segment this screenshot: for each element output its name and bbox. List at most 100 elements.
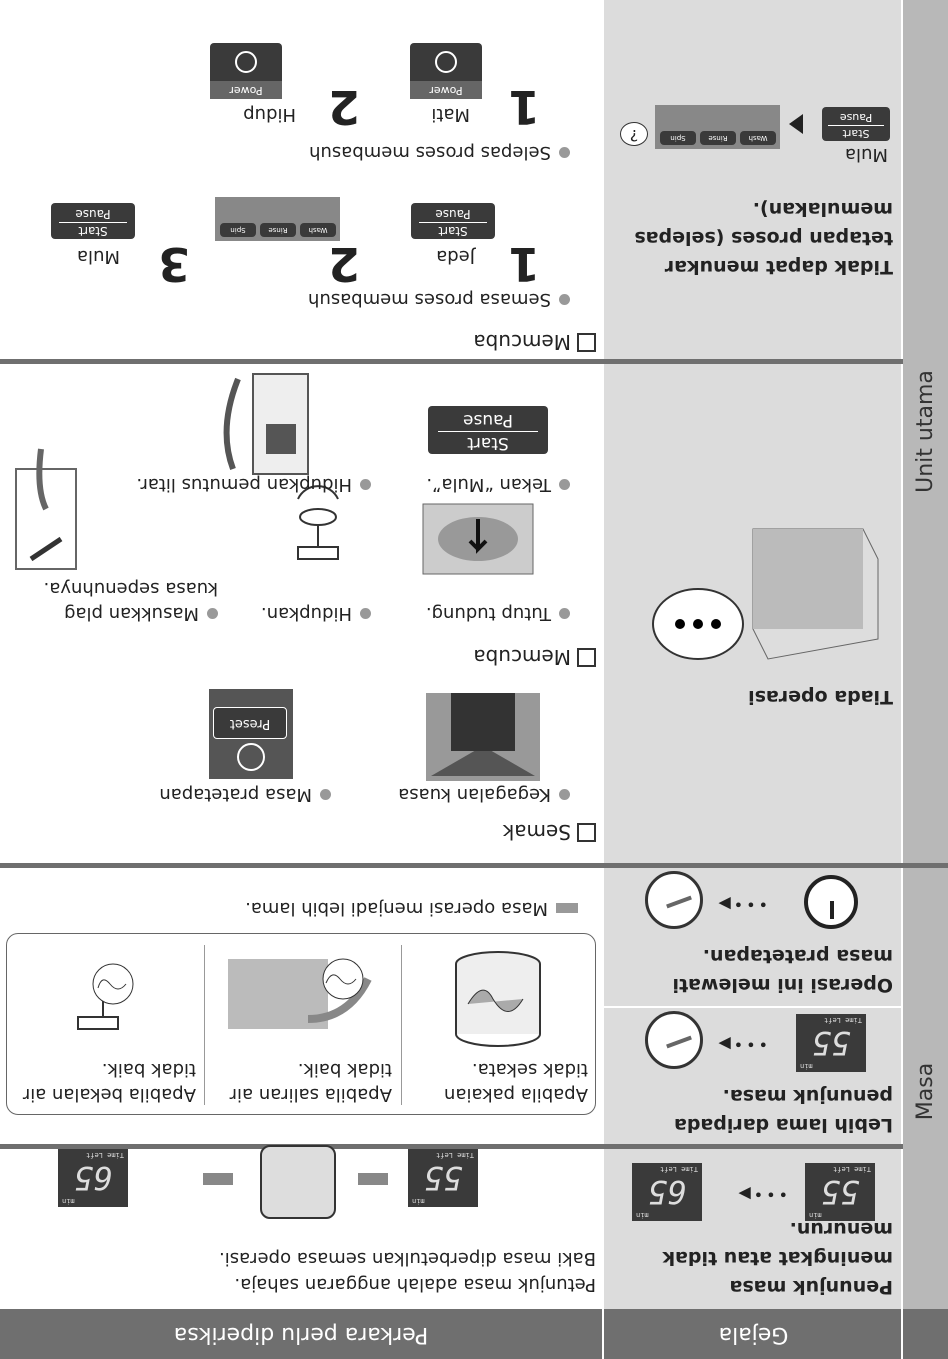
power-icon (435, 51, 457, 73)
title: Memcuba (473, 645, 571, 669)
bullet (207, 608, 218, 619)
step-number: 2 (327, 237, 360, 291)
unit-label: min (809, 1211, 822, 1219)
time-left-label: Time Left (833, 1165, 871, 1173)
preset-button: Preset (213, 707, 287, 739)
bullet (559, 294, 570, 305)
result-text: Masa operasi menjadi lebih lama. (245, 896, 578, 921)
item-text: Masukkan plag kuasa sepenuhnya. (43, 578, 218, 624)
label: Start (842, 127, 870, 140)
arrow-icon (789, 114, 803, 134)
start-button: Start Pause (822, 107, 890, 141)
digits: 55 (820, 1172, 860, 1211)
group-label: Unit utama (913, 370, 938, 493)
section-title: Memcuba (473, 329, 596, 354)
divider (401, 945, 402, 1105)
header-check: Perkara perlu diperiksa (173, 1322, 429, 1347)
item-text: Masa pratetapan (159, 784, 312, 805)
dots-arrow: •••▶ (715, 895, 768, 914)
bullet (559, 608, 570, 619)
step-number: 1 (507, 80, 540, 134)
item: Tekan “Mula”. (426, 472, 570, 497)
item-text: Semasa proses membasuh (308, 289, 551, 310)
spin-button: Spin (660, 131, 696, 145)
power-icon (235, 51, 257, 73)
item-text: Tekan “Mula”. (426, 474, 551, 495)
gauge-needle (666, 1035, 692, 1049)
item: Masukkan plag kuasa sepenuhnya. (8, 576, 218, 626)
item: Masa pratetapan (159, 782, 331, 807)
clock-hand (830, 901, 834, 919)
bullet (559, 147, 570, 158)
item-text: Hidupkan. (260, 603, 352, 624)
drum-icon (260, 1145, 336, 1219)
time-display: min 55 Time Left (805, 1163, 875, 1221)
digits: 55 (423, 1158, 463, 1197)
time-left-label: Time Left (86, 1151, 124, 1159)
wash-button: Wash (740, 131, 776, 145)
item-text: Selepas proses membasuh (309, 142, 551, 163)
label: Start (467, 433, 509, 453)
unit-label: min (412, 1197, 425, 1205)
start-button: Start Pause (411, 203, 495, 239)
cause-text: Apabila saliran air tidak baik. (229, 1059, 392, 1105)
lid-icon (422, 503, 534, 575)
rinse-button: Rinse (700, 131, 736, 145)
step-number: 3 (157, 237, 190, 291)
label: Power (410, 81, 482, 99)
cause-text: Apabila bekalan air tidak baik. (22, 1059, 196, 1105)
power-failure-icon (426, 693, 540, 781)
symptom: Operasi ini melewati masa pratetapan. (672, 945, 894, 996)
label: Start (438, 224, 468, 238)
arrow-icon (203, 1173, 233, 1185)
power-button: Power (210, 43, 282, 99)
bullet (360, 479, 371, 490)
digits: 65 (647, 1172, 687, 1211)
time-display: min 55 Time Left (796, 1014, 866, 1072)
arrow-icon (556, 903, 578, 913)
divider (204, 945, 205, 1105)
washer-icon (652, 528, 879, 660)
header-symptom: Gejala (718, 1322, 789, 1347)
checkbox (577, 648, 596, 667)
divider (901, 0, 903, 1359)
tap-icon (297, 485, 339, 560)
step-label: Mati (431, 104, 470, 125)
plug-icon (15, 448, 77, 570)
item-text: Kegagalan kuasa (398, 784, 551, 805)
timer-gauge (645, 1011, 703, 1069)
item: Kegagalan kuasa (398, 782, 570, 807)
breaker-icon (223, 373, 309, 475)
arrow-icon (358, 1173, 388, 1185)
label: Start (78, 224, 108, 238)
start-button: Start Pause (428, 406, 548, 454)
step-number: 1 (507, 237, 540, 291)
wash-button: Wash (300, 223, 336, 237)
title: Memcuba (473, 330, 571, 354)
label: Pause (59, 206, 127, 223)
step-label: Hidup (243, 104, 296, 125)
time-left-label: Time Left (824, 1016, 862, 1024)
separator (0, 863, 948, 868)
drum-icon (455, 951, 541, 1047)
start-button: Start Pause (51, 203, 135, 239)
timer-gauge (645, 871, 703, 929)
separator (0, 359, 903, 364)
result: Masa operasi menjadi lebih lama. (245, 898, 548, 919)
step-number: 2 (327, 80, 360, 134)
cause-text: Apabila pakaian tidak sekata. (444, 1059, 588, 1105)
item: Selepas proses membasuh (309, 140, 570, 165)
label: Pause (438, 409, 538, 432)
bullet (360, 608, 371, 619)
label: Power (210, 81, 282, 99)
symptom: Tiada operasi (748, 686, 893, 708)
digits: 55 (811, 1023, 851, 1062)
section-title: Semak (503, 819, 596, 844)
group-label: Masa (913, 1062, 938, 1121)
checkbox (577, 823, 596, 842)
time-display: min 55 Time Left (408, 1149, 478, 1207)
section-title: Memcuba (473, 644, 596, 669)
label: Mula (845, 144, 888, 165)
